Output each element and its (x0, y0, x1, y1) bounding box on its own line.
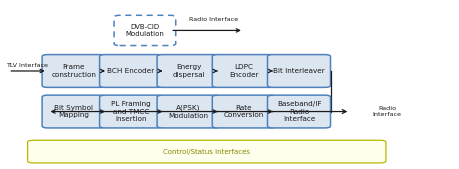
Text: BCH Encoder: BCH Encoder (107, 68, 154, 74)
Text: LDPC
Encoder: LDPC Encoder (229, 64, 258, 78)
FancyBboxPatch shape (212, 95, 275, 128)
Text: Energy
dispersal: Energy dispersal (172, 64, 204, 78)
FancyBboxPatch shape (267, 95, 330, 128)
Text: Bit Interleaver: Bit Interleaver (273, 68, 324, 74)
FancyBboxPatch shape (157, 95, 219, 128)
FancyBboxPatch shape (42, 55, 105, 87)
FancyBboxPatch shape (28, 140, 385, 163)
Text: DVB-CID
Modulation: DVB-CID Modulation (125, 24, 164, 37)
Text: Control/Status Interfaces: Control/Status Interfaces (163, 149, 250, 155)
FancyBboxPatch shape (99, 95, 162, 128)
FancyBboxPatch shape (157, 55, 219, 87)
Text: Radio
Interface: Radio Interface (372, 106, 401, 117)
Text: Baseband/IF
Radio
Interface: Baseband/IF Radio Interface (276, 101, 320, 122)
FancyBboxPatch shape (212, 55, 275, 87)
FancyBboxPatch shape (42, 95, 105, 128)
Text: TLV Interface: TLV Interface (6, 63, 48, 68)
FancyBboxPatch shape (114, 15, 175, 46)
FancyBboxPatch shape (267, 55, 330, 87)
Text: Frame
construction: Frame construction (51, 64, 96, 78)
Text: Rate
Conversion: Rate Conversion (223, 105, 263, 118)
FancyBboxPatch shape (99, 55, 162, 87)
Text: PL Framing
and TMCC
insertion: PL Framing and TMCC insertion (111, 101, 151, 122)
Text: A(PSK)
Modulation: A(PSK) Modulation (168, 105, 208, 118)
Text: Radio Interface: Radio Interface (189, 17, 238, 22)
Text: Bit Symbol
Mapping: Bit Symbol Mapping (54, 105, 93, 118)
